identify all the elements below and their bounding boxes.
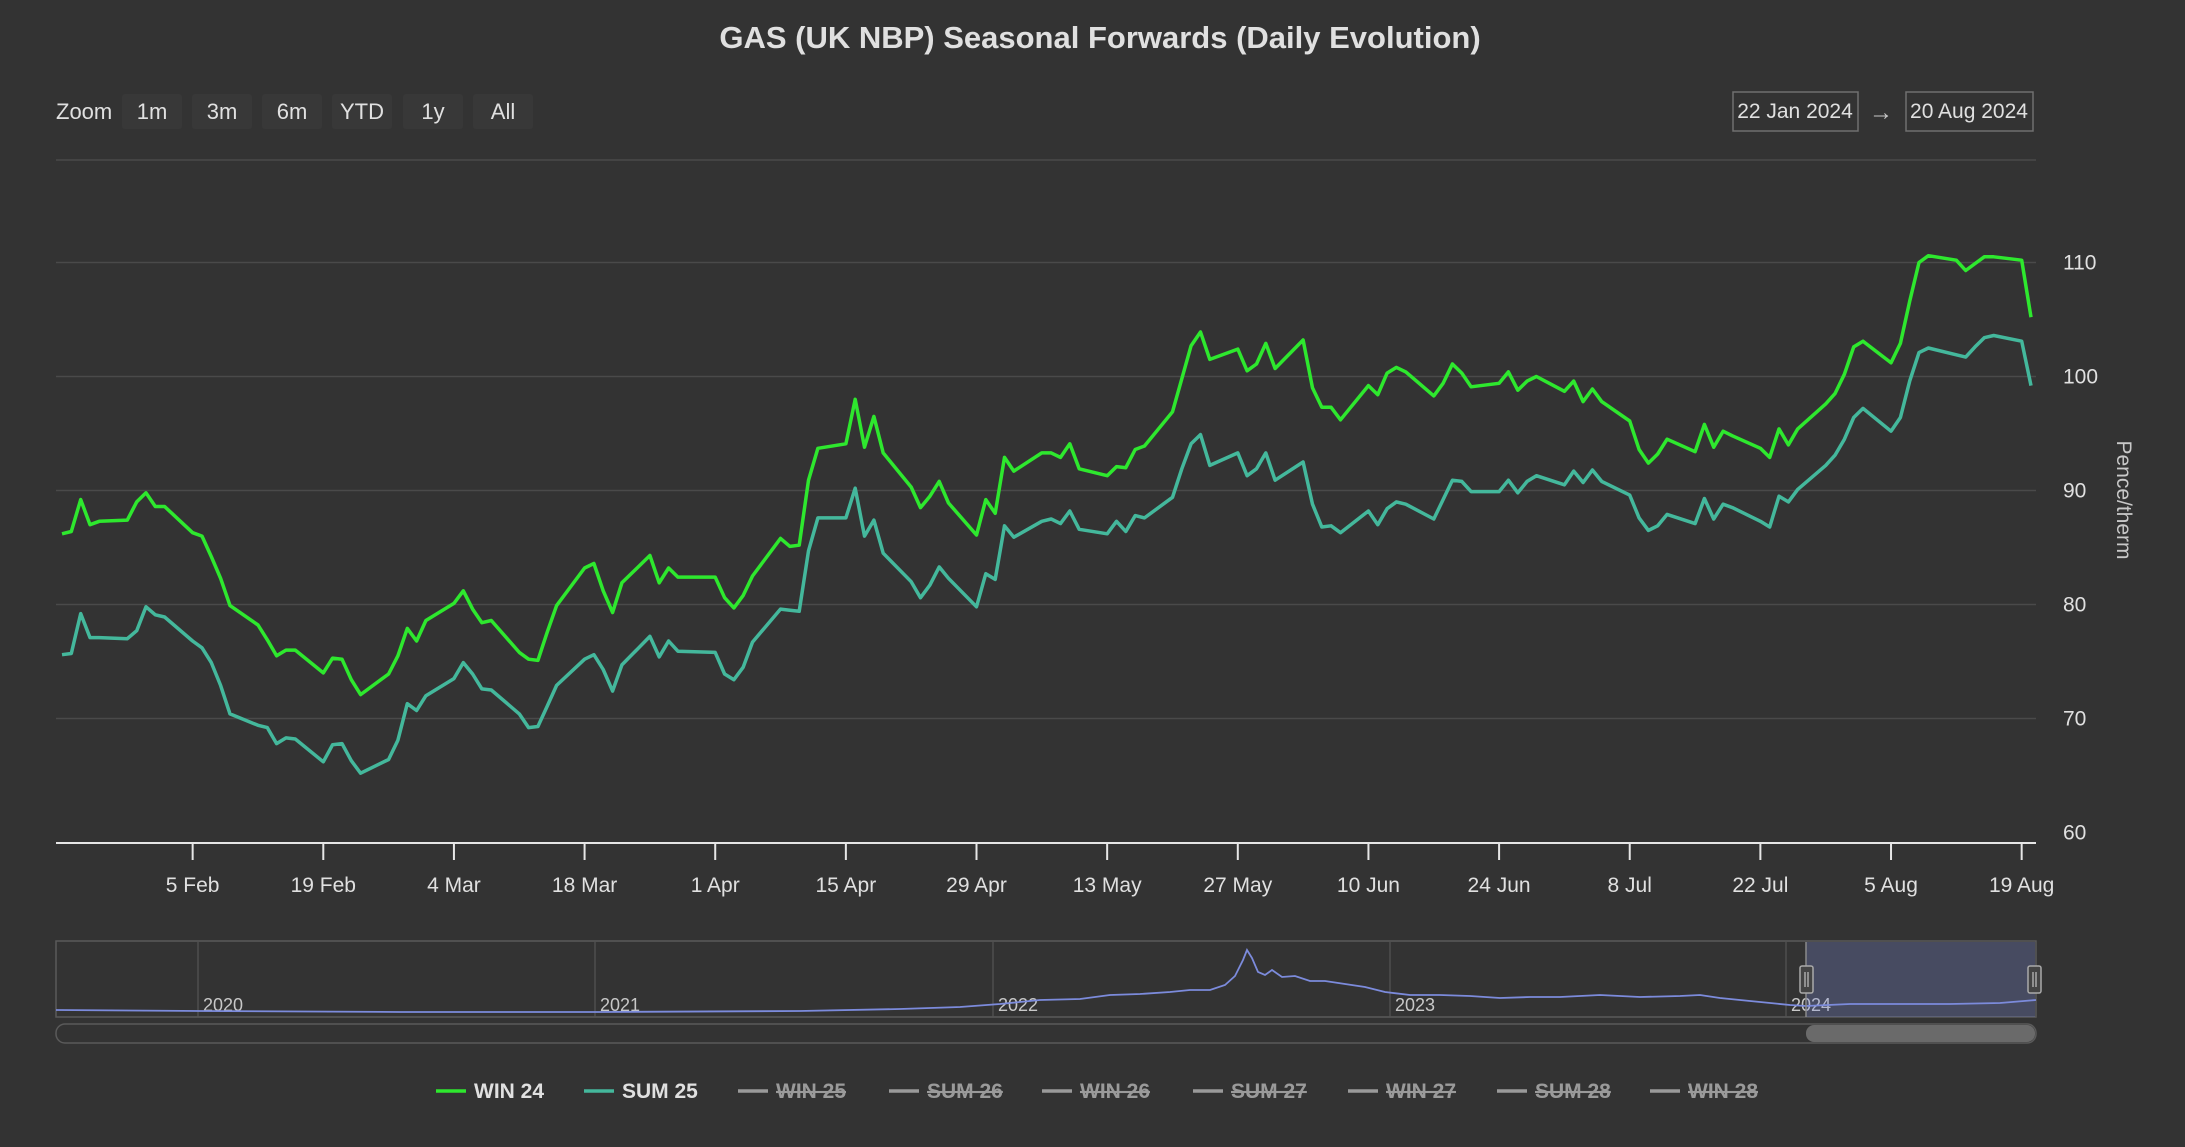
- legend-item-sum-28[interactable]: SUM 28: [1497, 1080, 1611, 1103]
- date-range-inputs: 22 Jan 2024 → 20 Aug 2024: [1732, 91, 2034, 132]
- legend-label: WIN 24: [474, 1080, 544, 1103]
- zoom-buttons: 1m 3m 6m YTD 1y All: [122, 94, 533, 129]
- range-selector: Zoom 1m 3m 6m YTD 1y All 22 Jan 2024 → 20 Aug…: [56, 91, 2034, 132]
- series-line-sum-25[interactable]: [61, 333, 2033, 775]
- navigator-selected-range[interactable]: [1806, 942, 2035, 1017]
- navigator[interactable]: 2020 2021 2022 2023 2024: [55, 940, 2042, 1044]
- legend-item-win-26[interactable]: WIN 26: [1042, 1080, 1150, 1103]
- legend-item-win-28[interactable]: WIN 28: [1650, 1080, 1758, 1103]
- x-tick-label: 29 Apr: [946, 874, 1007, 897]
- zoom-button-all[interactable]: All: [473, 94, 533, 129]
- date-from-input[interactable]: 22 Jan 2024: [1737, 100, 1853, 123]
- legend-item-win-24[interactable]: WIN 24: [436, 1080, 544, 1103]
- x-tick-label: 18 Mar: [552, 874, 617, 897]
- legend-label: SUM 27: [1231, 1080, 1307, 1103]
- zoom-button-6m[interactable]: 6m: [262, 94, 322, 129]
- legend-label: WIN 26: [1080, 1080, 1150, 1103]
- legend-label: WIN 27: [1386, 1080, 1456, 1103]
- legend-label: WIN 25: [776, 1080, 846, 1103]
- navigator-frame: [55, 940, 2037, 1018]
- navigator-scrollbar-thumb[interactable]: [1806, 1025, 2035, 1042]
- x-tick-label: 10 Jun: [1337, 874, 1400, 897]
- chart-title: GAS (UK NBP) Seasonal Forwards (Daily Ev…: [719, 20, 1480, 55]
- x-tick-label: 19 Feb: [291, 874, 356, 897]
- zoom-button-label: 1m: [137, 99, 168, 124]
- legend-item-win-27[interactable]: WIN 27: [1348, 1080, 1456, 1103]
- plot-series: [61, 253, 2033, 775]
- x-tick-label: 22 Jul: [1732, 874, 1788, 897]
- zoom-button-ytd[interactable]: YTD: [332, 94, 392, 129]
- legend-label: SUM 26: [927, 1080, 1003, 1103]
- x-tick-label: 27 May: [1203, 874, 1272, 897]
- y-tick-label: 60: [2063, 822, 2086, 845]
- axes: 5 Feb 19 Feb 4 Mar 18 Mar 1 Apr 15 Apr 29 Apr 1…: [56, 842, 2054, 897]
- x-tick-label: 24 Jun: [1468, 874, 1531, 897]
- series-line-win-24[interactable]: [61, 253, 2033, 697]
- y-tick-label: 100: [2063, 366, 2098, 389]
- date-range-arrow: →: [1869, 99, 1893, 126]
- x-tick-label: 15 Apr: [816, 874, 877, 897]
- y-tick-label: 80: [2063, 594, 2086, 617]
- date-to-box[interactable]: [1905, 91, 2034, 132]
- y-tick-label: 90: [2063, 480, 2086, 503]
- legend: WIN 24 SUM 25 WIN 25 SUM 26 WIN 26 SUM 27 WIN …: [436, 1080, 1758, 1103]
- zoom-button-1y[interactable]: 1y: [403, 94, 463, 129]
- legend-label: SUM 25: [622, 1080, 698, 1103]
- navigator-handle-left[interactable]: [1799, 965, 1814, 994]
- navigator-series-line: [55, 948, 2037, 1013]
- legend-label: SUM 28: [1535, 1080, 1611, 1103]
- zoom-button-label: 6m: [277, 99, 308, 124]
- y-tick-label: 70: [2063, 708, 2086, 731]
- zoom-button-label: All: [491, 99, 515, 124]
- x-tick-label: 5 Aug: [1864, 874, 1918, 897]
- zoom-button-label: 1y: [421, 99, 444, 124]
- x-tick-label: 13 May: [1073, 874, 1142, 897]
- date-from-box[interactable]: [1732, 91, 1859, 132]
- grid-lines: 60 70 80 90 100 110: [56, 159, 2098, 845]
- navigator-handle-right[interactable]: [2027, 965, 2042, 994]
- y-axis-label: Pence/therm: [2112, 440, 2135, 559]
- zoom-button-label: 3m: [207, 99, 238, 124]
- legend-label: WIN 28: [1688, 1080, 1758, 1103]
- navigator-year-label: 2022: [998, 995, 1038, 1015]
- navigator-year-label: 2021: [600, 995, 640, 1015]
- y-tick-label: 110: [2063, 252, 2096, 275]
- legend-item-sum-26[interactable]: SUM 26: [889, 1080, 1003, 1103]
- navigator-year-label: 2020: [203, 995, 243, 1015]
- zoom-button-1m[interactable]: 1m: [122, 94, 182, 129]
- legend-item-win-25[interactable]: WIN 25: [738, 1080, 846, 1103]
- x-tick-label: 5 Feb: [166, 874, 220, 897]
- x-tick-label: 19 Aug: [1989, 874, 2054, 897]
- navigator-year-label: 2023: [1395, 995, 1435, 1015]
- navigator-scrollbar-track[interactable]: [55, 1023, 2037, 1044]
- x-tick-label: 4 Mar: [427, 874, 481, 897]
- date-to-input[interactable]: 20 Aug 2024: [1910, 100, 2028, 123]
- legend-item-sum-25[interactable]: SUM 25: [584, 1080, 698, 1103]
- zoom-label: Zoom: [56, 99, 112, 124]
- legend-item-sum-27[interactable]: SUM 27: [1193, 1080, 1307, 1103]
- zoom-button-label: YTD: [340, 99, 384, 124]
- x-tick-label: 8 Jul: [1608, 874, 1652, 897]
- x-tick-label: 1 Apr: [691, 874, 740, 897]
- zoom-button-3m[interactable]: 3m: [192, 94, 252, 129]
